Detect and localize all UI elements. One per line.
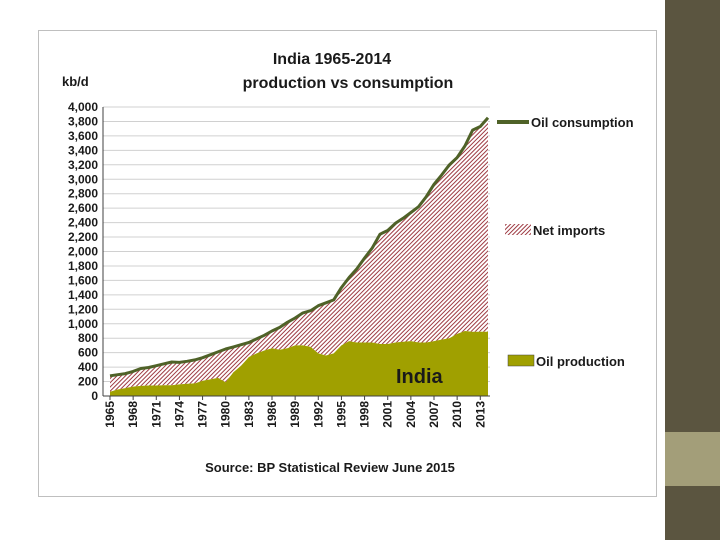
x-tick-label: 1965 [103, 401, 117, 428]
chart-subtitle: production vs consumption [243, 75, 454, 92]
y-tick-label: 2,800 [68, 187, 98, 201]
y-tick-label: 2,000 [68, 245, 98, 259]
x-tick-label: 2004 [404, 401, 418, 428]
y-tick-label: 200 [78, 375, 98, 389]
x-tick-label: 1995 [334, 401, 348, 428]
y-tick-label: 0 [91, 389, 98, 403]
net-imports-area [110, 117, 488, 392]
x-tick-label: 1998 [358, 401, 372, 428]
y-tick-label: 3,400 [68, 143, 98, 157]
y-tick-label: 3,000 [68, 172, 98, 186]
y-tick-label: 1,600 [68, 273, 98, 287]
y-tick-label: 2,600 [68, 201, 98, 215]
country-annotation: India [396, 366, 444, 388]
legend-label-consumption: Oil consumption [531, 115, 634, 130]
x-tick-label: 2013 [473, 401, 487, 428]
x-tick-label: 2007 [427, 401, 441, 428]
y-tick-label: 2,200 [68, 230, 98, 244]
legend-swatch-imports [505, 224, 531, 235]
y-tick-label: 3,200 [68, 158, 98, 172]
x-tick-label: 1977 [196, 401, 210, 428]
chart-frame [38, 30, 657, 497]
slide-side-accent [665, 432, 720, 486]
y-tick-label: 3,600 [68, 129, 98, 143]
y-tick-label: 1,800 [68, 259, 98, 273]
x-tick-label: 2001 [381, 401, 395, 428]
y-axis-label: kb/d [62, 74, 89, 89]
y-tick-label: 3,800 [68, 114, 98, 128]
legend-swatch-production [507, 354, 535, 367]
legend-label-production: Oil production [536, 354, 625, 369]
x-tick-label: 1971 [149, 401, 163, 428]
y-tick-label: 2,400 [68, 216, 98, 230]
x-tick-label: 1983 [242, 401, 256, 428]
y-tick-labels: 4,0003,8003,6003,4003,2003,0002,8002,600… [68, 100, 98, 403]
x-tick-labels: 1965 1968 1971 1974 1977 1980 1983 1986 1989 1992… [103, 396, 487, 428]
y-tick-label: 400 [78, 360, 98, 374]
x-tick-label: 2010 [450, 401, 464, 428]
x-tick-label: 1986 [265, 401, 279, 428]
oil-production-area [110, 331, 488, 396]
oil-consumption-line [109, 116, 490, 378]
x-tick-label: 1980 [219, 401, 233, 428]
chart-title: India 1965-2014 [273, 51, 391, 68]
plot-areas [109, 116, 490, 396]
y-tick-label: 600 [78, 346, 98, 360]
x-tick-label: 1989 [288, 401, 302, 428]
y-tick-label: 800 [78, 331, 98, 345]
x-tick-label: 1974 [172, 401, 186, 428]
y-tick-label: 4,000 [68, 100, 98, 114]
source-note: Source: BP Statistical Review June 2015 [205, 460, 455, 475]
y-tick-label: 1,400 [68, 288, 98, 302]
x-tick-label: 1992 [311, 401, 325, 428]
x-tick-label: 1968 [126, 401, 140, 428]
y-tick-label: 1,200 [68, 302, 98, 316]
legend: Oil consumption Net imports Oil producti… [497, 115, 634, 369]
legend-label-imports: Net imports [533, 223, 605, 238]
y-tick-label: 1,000 [68, 317, 98, 331]
